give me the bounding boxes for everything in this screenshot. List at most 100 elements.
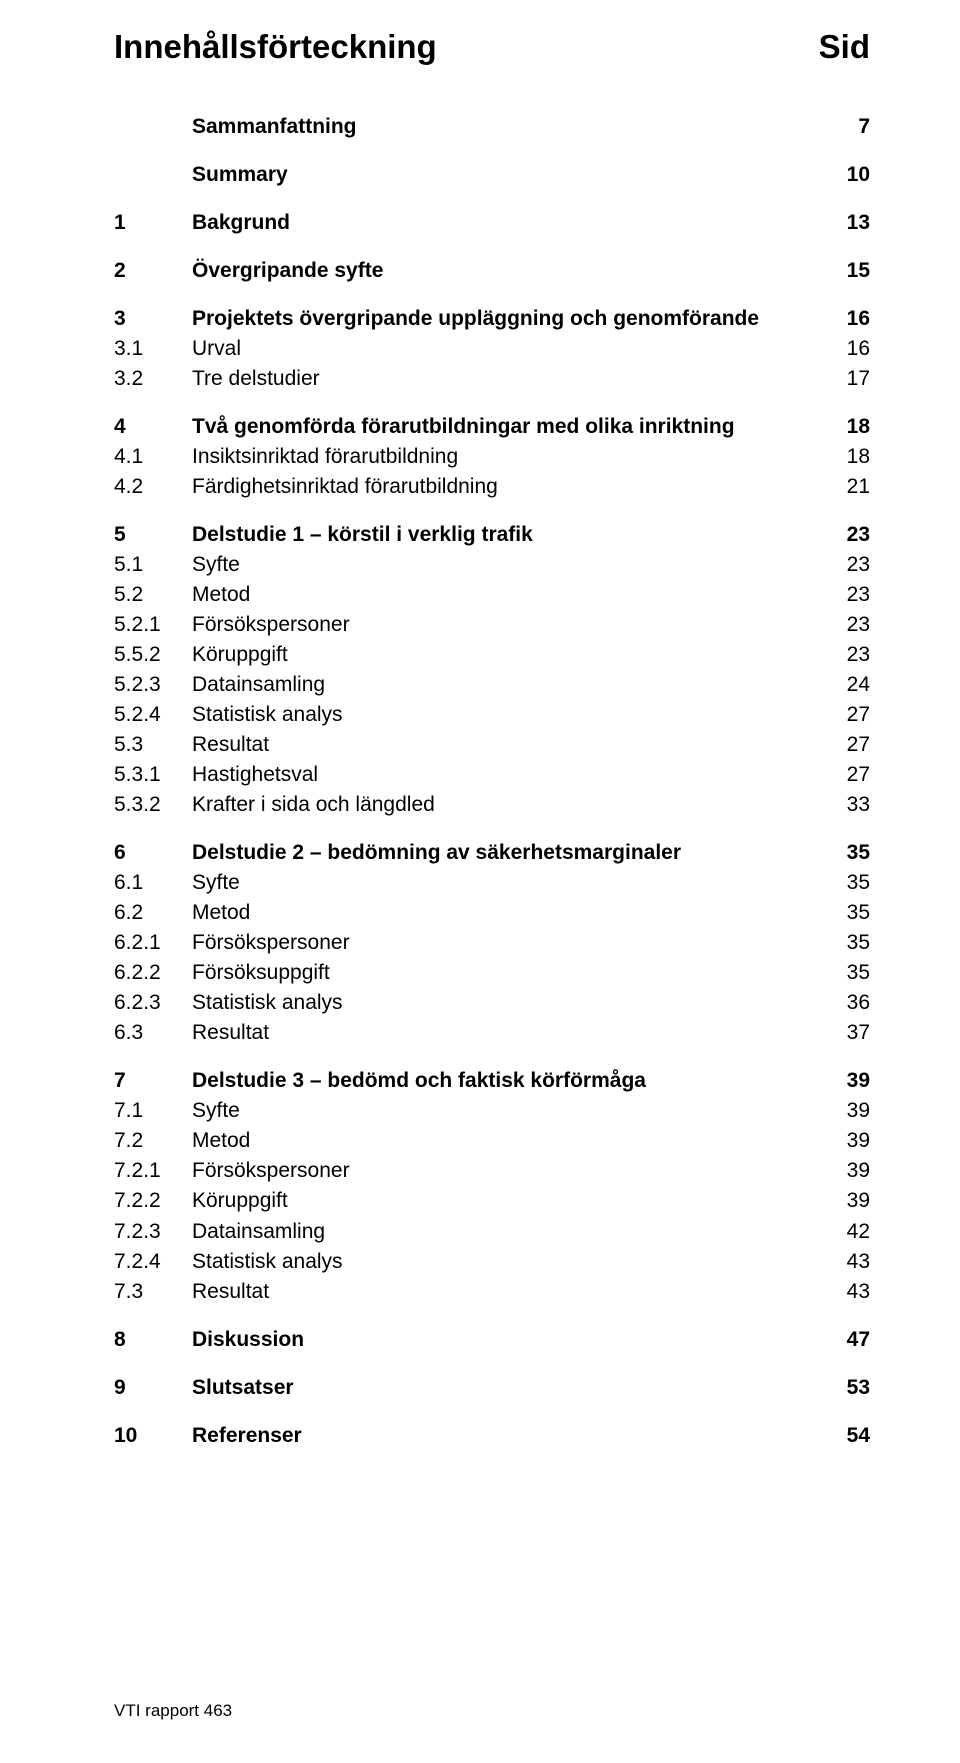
toc-label: Delstudie 3 – bedömd och faktisk körförm…: [192, 1066, 830, 1096]
toc-number: 7.2.2: [114, 1186, 192, 1216]
toc-label: Diskussion: [192, 1325, 830, 1355]
toc-row: Summary10: [114, 160, 870, 190]
toc-page: 7: [830, 112, 870, 142]
toc-row: 9Slutsatser53: [114, 1373, 870, 1403]
toc-label: Tre delstudier: [192, 364, 830, 394]
page-title: Innehållsförteckning: [114, 28, 437, 66]
toc-section: 9Slutsatser53: [114, 1373, 870, 1403]
toc-section: 6Delstudie 2 – bedömning av säkerhetsmar…: [114, 838, 870, 1048]
toc-row: 7.3Resultat43: [114, 1277, 870, 1307]
toc-number: 1: [114, 208, 192, 238]
toc-number: 7.1: [114, 1096, 192, 1126]
toc-row: 7.2.2Köruppgift39: [114, 1186, 870, 1216]
toc-page: 35: [830, 928, 870, 958]
toc-page: 36: [830, 988, 870, 1018]
toc-label: Syfte: [192, 1096, 830, 1126]
toc-page: 16: [830, 304, 870, 334]
toc-row: 7.2.1Försökspersoner39: [114, 1156, 870, 1186]
toc-page: 18: [830, 412, 870, 442]
toc-row: 4.2Färdighetsinriktad förarutbildning21: [114, 472, 870, 502]
toc-label: Resultat: [192, 730, 830, 760]
toc-row: 3Projektets övergripande uppläggning och…: [114, 304, 870, 334]
toc-row: 5.2Metod23: [114, 580, 870, 610]
toc-page: 43: [830, 1277, 870, 1307]
toc-label: Statistisk analys: [192, 1247, 830, 1277]
toc-number: 5.5.2: [114, 640, 192, 670]
toc-page: 13: [830, 208, 870, 238]
toc-section: 7Delstudie 3 – bedömd och faktisk körför…: [114, 1066, 870, 1306]
toc-page: 42: [830, 1217, 870, 1247]
toc-page: 35: [830, 898, 870, 928]
toc-label: Syfte: [192, 550, 830, 580]
toc-row: 10Referenser54: [114, 1421, 870, 1451]
toc-page: 24: [830, 670, 870, 700]
toc-page: 35: [830, 838, 870, 868]
toc-row: 6.2.3Statistisk analys36: [114, 988, 870, 1018]
toc-page: 35: [830, 868, 870, 898]
toc-label: Statistisk analys: [192, 700, 830, 730]
toc-row: 7.2.3Datainsamling42: [114, 1217, 870, 1247]
toc-page: 23: [830, 520, 870, 550]
toc-number: 6: [114, 838, 192, 868]
toc-section: 1Bakgrund13: [114, 208, 870, 238]
toc-row: 5.2.1Försökspersoner23: [114, 610, 870, 640]
toc-number: 6.2.2: [114, 958, 192, 988]
toc-row: 7Delstudie 3 – bedömd och faktisk körför…: [114, 1066, 870, 1096]
toc-number: 4.1: [114, 442, 192, 472]
toc-page: 53: [830, 1373, 870, 1403]
toc-row: 3.1Urval16: [114, 334, 870, 364]
toc-row: 1Bakgrund13: [114, 208, 870, 238]
toc-label: Datainsamling: [192, 1217, 830, 1247]
table-of-contents: Sammanfattning7 Summary10 1Bakgrund13 2Över…: [114, 112, 870, 1451]
toc-number: 7.2.1: [114, 1156, 192, 1186]
toc-page: 17: [830, 364, 870, 394]
toc-label: Insiktsinriktad förarutbildning: [192, 442, 830, 472]
page-column-label: Sid: [819, 28, 870, 66]
toc-label: Försökspersoner: [192, 610, 830, 640]
toc-label: Övergripande syfte: [192, 256, 830, 286]
toc-number: 3.2: [114, 364, 192, 394]
toc-label: Delstudie 2 – bedömning av säkerhetsmarg…: [192, 838, 830, 868]
toc-page: 37: [830, 1018, 870, 1048]
toc-page: 21: [830, 472, 870, 502]
toc-number: 8: [114, 1325, 192, 1355]
toc-label: Delstudie 1 – körstil i verklig trafik: [192, 520, 830, 550]
toc-label: Metod: [192, 580, 830, 610]
toc-number: 5.2: [114, 580, 192, 610]
toc-page: 23: [830, 580, 870, 610]
toc-label: Krafter i sida och längdled: [192, 790, 830, 820]
toc-row: 6Delstudie 2 – bedömning av säkerhetsmar…: [114, 838, 870, 868]
toc-row: 7.2.4Statistisk analys43: [114, 1247, 870, 1277]
toc-row: 5.1Syfte23: [114, 550, 870, 580]
toc-number: 3.1: [114, 334, 192, 364]
toc-number: 7.2: [114, 1126, 192, 1156]
toc-label: Summary: [192, 160, 830, 190]
toc-row: Sammanfattning7: [114, 112, 870, 142]
toc-number: 7.3: [114, 1277, 192, 1307]
toc-row: 7.2Metod39: [114, 1126, 870, 1156]
toc-page: 43: [830, 1247, 870, 1277]
toc-label: Bakgrund: [192, 208, 830, 238]
toc-row: 8Diskussion47: [114, 1325, 870, 1355]
toc-page: 47: [830, 1325, 870, 1355]
toc-row: 5.3Resultat27: [114, 730, 870, 760]
toc-label: Datainsamling: [192, 670, 830, 700]
toc-number: 4.2: [114, 472, 192, 502]
toc-label: Urval: [192, 334, 830, 364]
toc-page: 33: [830, 790, 870, 820]
toc-number: 5.3.2: [114, 790, 192, 820]
toc-number: 5.2.4: [114, 700, 192, 730]
toc-number: 5.3.1: [114, 760, 192, 790]
toc-page: 15: [830, 256, 870, 286]
toc-section: 2Övergripande syfte15: [114, 256, 870, 286]
toc-row: 3.2Tre delstudier17: [114, 364, 870, 394]
toc-page: 27: [830, 730, 870, 760]
toc-label: Köruppgift: [192, 1186, 830, 1216]
toc-number: 7: [114, 1066, 192, 1096]
toc-label: Statistisk analys: [192, 988, 830, 1018]
toc-row: 6.2Metod35: [114, 898, 870, 928]
toc-number: 5.3: [114, 730, 192, 760]
toc-number: 6.2.1: [114, 928, 192, 958]
toc-row: 7.1Syfte39: [114, 1096, 870, 1126]
toc-number: 2: [114, 256, 192, 286]
